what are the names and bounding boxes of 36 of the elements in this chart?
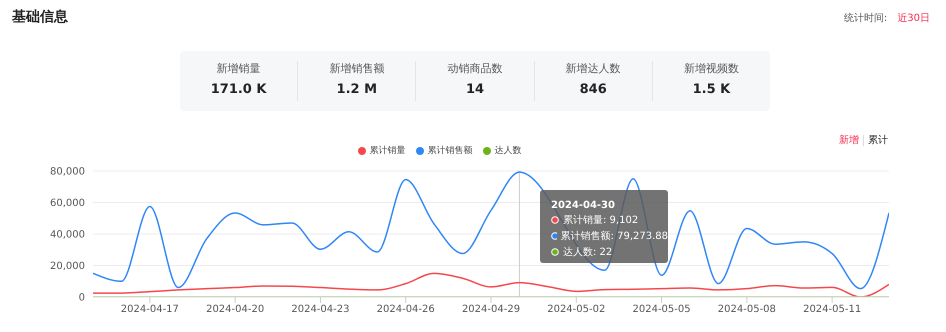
x-tick-label: 2024-04-23 <box>291 304 350 316</box>
text: 新增达人数 <box>564 61 622 76</box>
y-tick-label: 80,000 <box>50 166 85 178</box>
y-tick-label: 40,000 <box>50 230 85 241</box>
text: 新增视频数 <box>682 61 740 76</box>
x-tick-label: 2024-04-17 <box>120 304 179 316</box>
text: 14 <box>464 82 486 97</box>
x-tick-label: 2024-05-11 <box>803 304 862 316</box>
text: 统计时间: <box>844 13 888 24</box>
text: 新增销售额 <box>328 61 386 76</box>
text: 1.2 M <box>336 82 378 97</box>
x-tick-label: 2024-04-29 <box>462 304 520 316</box>
annotation: 累计销售额: 79,273.88 <box>560 230 668 243</box>
annotation: 2024-04-30 <box>551 200 616 211</box>
x-tick-label: 2024-05-02 <box>547 304 606 316</box>
text: 846 <box>578 82 608 97</box>
text: 近30日 <box>897 13 930 24</box>
y-tick-label: 20,000 <box>50 261 85 272</box>
text: 累计 <box>867 135 888 146</box>
legend-label: 累计销售额 <box>428 146 472 156</box>
text: 新增 <box>839 135 864 146</box>
text: 动销商品数 <box>446 61 504 76</box>
annotation: 达人数: 22 <box>563 246 612 259</box>
y-tick-label: 60,000 <box>50 198 85 210</box>
text: 171.0 K <box>210 82 268 97</box>
annotation: 累计销量: 9,102 <box>563 214 638 227</box>
text: 新增销量 <box>216 61 262 76</box>
legend-label: 累计销量 <box>370 146 406 156</box>
x-tick-label: 2024-05-05 <box>632 304 691 316</box>
text: 基础信息 <box>12 8 68 26</box>
text: 1.5 K <box>692 82 732 97</box>
legend-label: 达人数 <box>494 146 522 156</box>
y-tick-label: 0 <box>78 292 85 304</box>
x-tick-label: 2024-04-20 <box>206 304 264 316</box>
x-tick-label: 2024-04-26 <box>376 304 435 316</box>
x-tick-label: 2024-05-08 <box>718 304 776 316</box>
